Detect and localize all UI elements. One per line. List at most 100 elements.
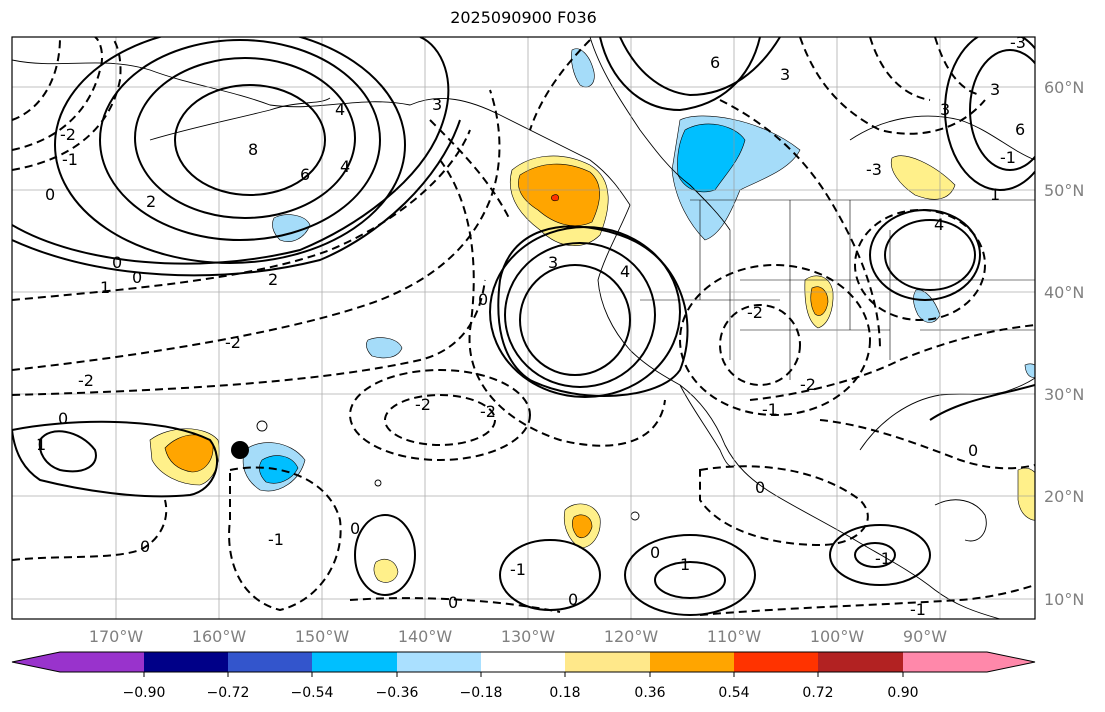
coastline-yucatan: [934, 499, 987, 542]
contour-label: -1: [510, 560, 526, 579]
shade-light-blue: [571, 48, 595, 88]
contour-label: 8: [248, 140, 258, 159]
colorbar-segment: [60, 652, 144, 672]
contour-low: [529, 39, 591, 131]
contour-high: [619, 37, 781, 97]
contour-high: [599, 37, 761, 112]
colorbar-tick-label: 0.36: [634, 685, 665, 701]
contour-label: 0: [568, 590, 578, 609]
shading-layer: [149, 48, 1035, 583]
colorbar-tick-label: −0.36: [376, 685, 419, 701]
lat-label: 40°N: [1044, 283, 1084, 302]
contour-low: [439, 159, 666, 447]
contour-low: [12, 37, 61, 121]
contour-low: [12, 279, 486, 396]
lon-label: 170°W: [89, 627, 144, 646]
contour-low: [819, 419, 1035, 470]
contour-label: -2: [60, 125, 76, 144]
contour-label: -1: [62, 150, 78, 169]
contour-high: [54, 37, 406, 264]
colorbar-extend-high: [987, 652, 1035, 672]
lon-label: 160°W: [192, 627, 247, 646]
contour-high: [944, 37, 1035, 191]
shade-yellow: [1017, 467, 1035, 521]
shade-yellow: [373, 559, 399, 583]
colorbar-segment: [565, 652, 650, 672]
contour-label: 0: [968, 441, 978, 460]
contour-high: [519, 264, 631, 376]
contour-label: 6: [300, 165, 310, 184]
lat-label: 50°N: [1044, 181, 1084, 200]
coastline-aleutians: [149, 97, 331, 141]
contour-label: 6: [1015, 120, 1025, 139]
colorbar-tick-label: −0.72: [207, 685, 250, 701]
storm-marker: [231, 441, 249, 459]
contour-label: -2: [480, 402, 496, 421]
contour-label: -1: [762, 400, 778, 419]
contour-low: [699, 584, 1035, 616]
contour-high: [497, 225, 689, 398]
contour-label: 0: [112, 253, 122, 272]
colorbar-tick-label: −0.90: [123, 685, 166, 701]
longitude-labels: 170°W 160°W 150°W 140°W 130°W 120°W 110°…: [89, 627, 947, 646]
contour-label: -2: [747, 303, 763, 322]
graticule: [12, 37, 1035, 619]
shade-orange: [164, 434, 214, 473]
contour-low: [679, 264, 871, 416]
shade-yellow: [890, 155, 956, 200]
colorbar-segment: [228, 652, 312, 672]
shade-red: [551, 194, 559, 202]
shade-light-blue: [1024, 363, 1035, 378]
contour-high: [654, 561, 726, 599]
contour-high: [854, 542, 896, 568]
colorbar-extend-low: [12, 652, 60, 672]
contour-low: [12, 129, 471, 301]
colorbar-segment: [650, 652, 734, 672]
contour-low: [699, 465, 869, 547]
lat-label: 10°N: [1044, 590, 1084, 609]
contour-label: 0: [650, 543, 660, 562]
positive-contours: [12, 37, 1035, 616]
lon-label: 140°W: [398, 627, 453, 646]
contour-high: [134, 57, 356, 219]
colorbar-tick-label: 0.18: [549, 685, 580, 701]
colorbar-segment: [144, 652, 228, 672]
contour-high: [504, 242, 656, 388]
contour-low: [349, 369, 531, 461]
colorbar-segment: [734, 652, 818, 672]
contour-label: 0: [132, 268, 142, 287]
contour-high: [38, 430, 97, 473]
colorbar-tick-label: 0.90: [887, 685, 918, 701]
colorbar-tick-label: −0.54: [291, 685, 334, 701]
contour-high: [969, 49, 1035, 171]
map-frame: [11, 36, 1036, 620]
contour-high: [12, 420, 219, 498]
contour-high: [12, 37, 450, 265]
colorbar: −0.90 −0.72 −0.54 −0.36 −0.18 0.18 0.36 …: [11, 651, 1036, 701]
contour-label: 1: [36, 435, 46, 454]
contour-label: 3: [940, 100, 950, 119]
lat-label: 20°N: [1044, 487, 1084, 506]
colorbar-tick-label: −0.18: [460, 685, 503, 701]
contour-label: 0: [448, 593, 458, 612]
contour-high: [929, 384, 1035, 421]
colorbar-segment: [397, 652, 481, 672]
colorbar-outline: [11, 651, 1036, 673]
lon-label: 100°W: [810, 627, 865, 646]
shade-blue: [259, 455, 299, 484]
contour-label: -1: [875, 549, 891, 568]
colorbar-tick-label: 0.72: [802, 685, 833, 701]
colorbar-segment: [818, 652, 903, 672]
colorbar-segment: [481, 652, 565, 672]
state-borders: [640, 199, 1035, 380]
contour-high: [884, 219, 976, 291]
coastline-canada: [589, 37, 731, 231]
shade-orange: [572, 514, 593, 538]
contour-label: 0: [45, 185, 55, 204]
contour-label: 2: [146, 192, 156, 211]
map-background: [12, 37, 1035, 619]
contour-label: -3: [866, 160, 882, 179]
island: [374, 479, 382, 487]
contour-low: [228, 466, 342, 612]
